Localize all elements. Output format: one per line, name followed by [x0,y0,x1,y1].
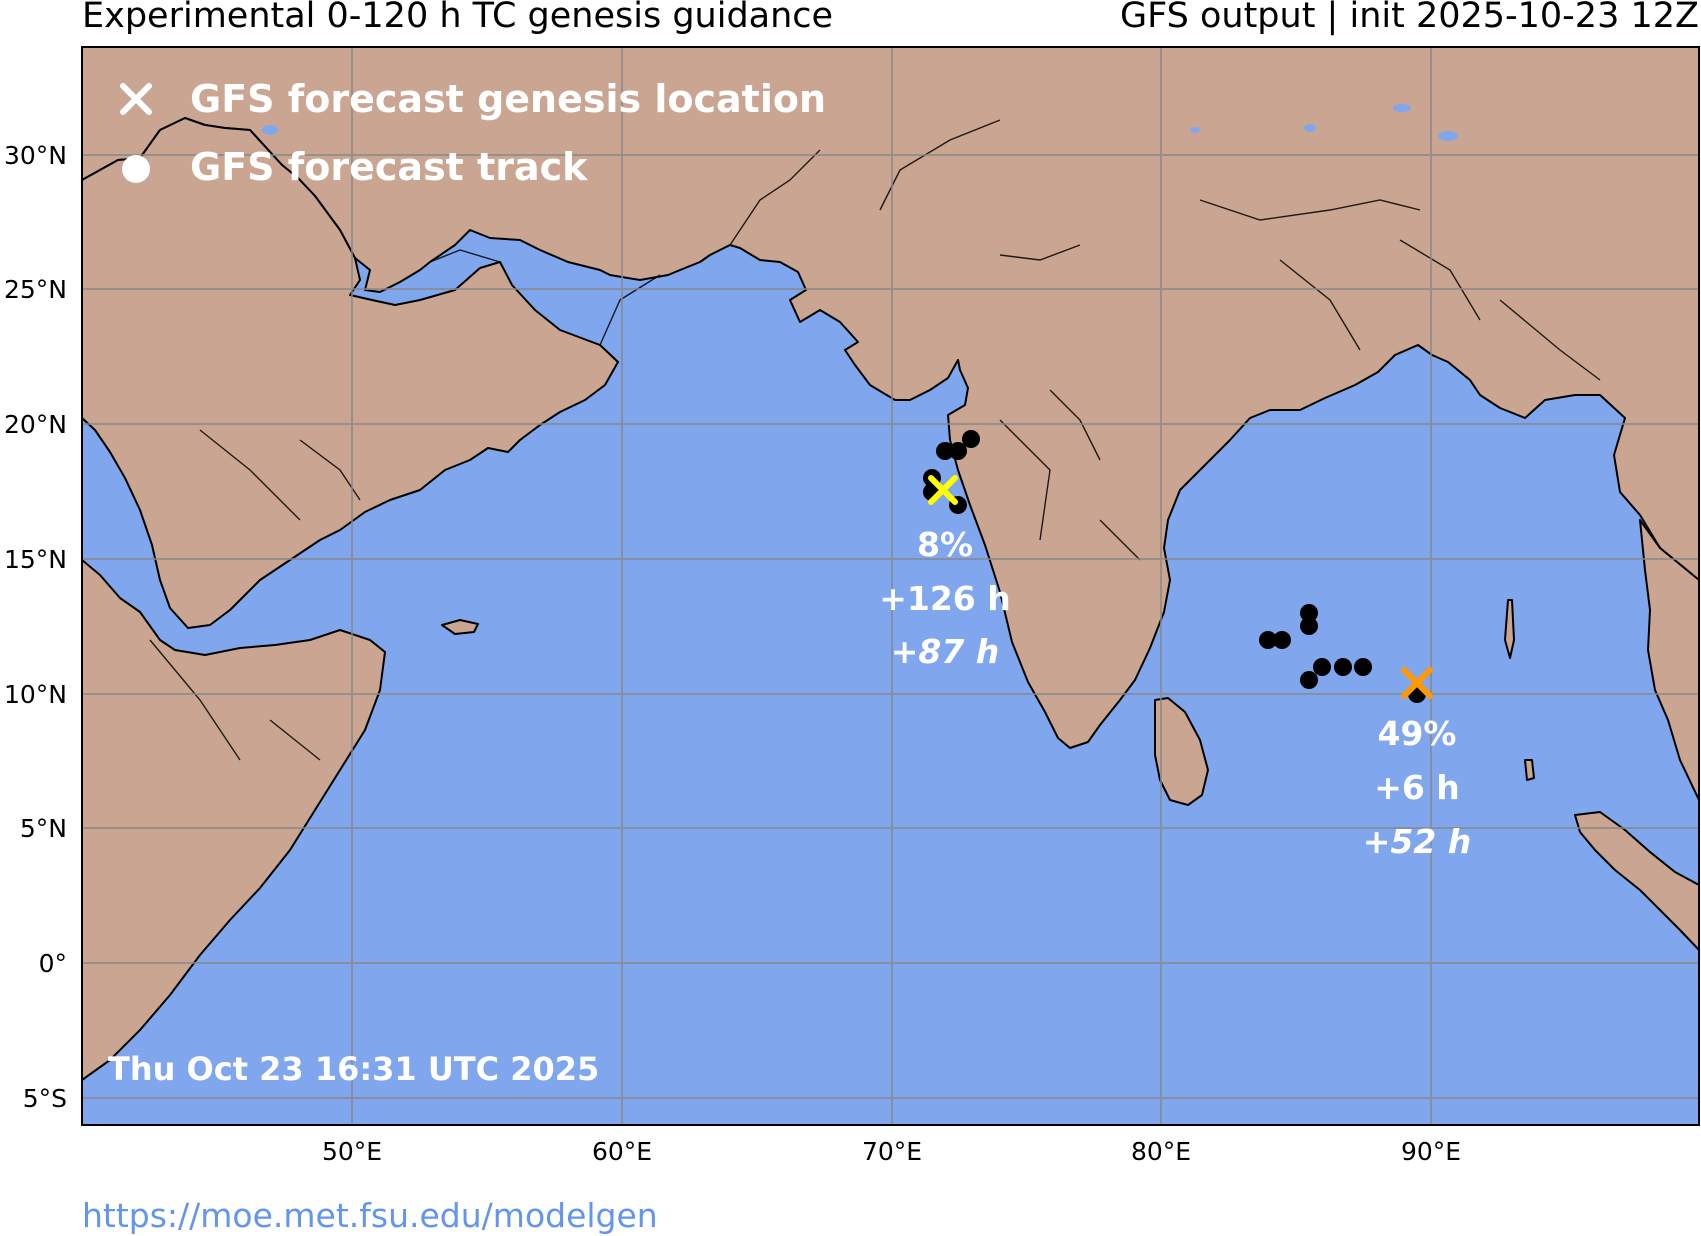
land-sri-lanka [1154,697,1209,806]
track-point [949,442,967,460]
track-point [1273,631,1291,649]
lon-tick: 60°E [592,1137,652,1166]
track-point [1300,671,1318,689]
land-africa [82,559,386,1081]
lon-tick: 50°E [322,1137,382,1166]
land-socotra [441,619,479,635]
lat-tick: 20°N [4,410,67,439]
lat-tick: 25°N [4,275,67,304]
lat-tick: 10°N [4,680,67,709]
lon-tick: 90°E [1401,1137,1461,1166]
source-link[interactable]: https://moe.met.fsu.edu/modelgen [82,1196,658,1235]
genesis-time: +52 h [1363,822,1472,861]
lead-time: +6 h [1374,768,1460,807]
legend: GFS forecast genesis location GFS foreca… [120,77,826,189]
genesis-marker-bay-of-bengal [1401,667,1433,699]
track-point [1334,658,1352,676]
lat-tick: 15°N [4,545,67,574]
lead-time: +126 h [879,579,1011,618]
lat-tick: 0° [39,949,67,978]
track-point [962,430,980,448]
land-arabia [82,117,619,629]
land-nicobar [1524,759,1535,781]
genesis-probability: 8% [917,525,973,564]
track-point [936,442,954,460]
track-point [1300,617,1318,635]
model-init-label: GFS output | init 2025-10-23 12Z [1120,0,1699,36]
run-timestamp: Thu Oct 23 16:31 UTC 2025 [108,1050,599,1088]
lat-tick: 30°N [4,141,67,170]
track-bay-of-bengal [1259,604,1426,703]
lat-tick: 5°S [23,1084,67,1113]
legend-genesis-label: GFS forecast genesis location [190,77,826,121]
track-point [1313,658,1331,676]
genesis-probability: 49% [1378,714,1457,753]
land-malay [1639,519,1699,801]
track-point [1259,631,1277,649]
land-andaman [1504,599,1515,659]
map-title: Experimental 0-120 h TC genesis guidance [82,0,834,36]
land-sumatra [1574,811,1699,951]
genesis-marker-arabian-sea [928,475,958,505]
lon-tick: 80°E [1131,1137,1191,1166]
map-frame [81,46,1700,1126]
track-point [1354,658,1372,676]
lon-tick: 70°E [862,1137,922,1166]
filled-circle-icon [122,155,150,183]
genesis-time: +87 h [891,632,1000,671]
track-point [1300,604,1318,622]
x-mark-icon [120,83,152,115]
lat-tick: 5°N [20,814,67,843]
legend-track-label: GFS forecast track [190,145,588,189]
